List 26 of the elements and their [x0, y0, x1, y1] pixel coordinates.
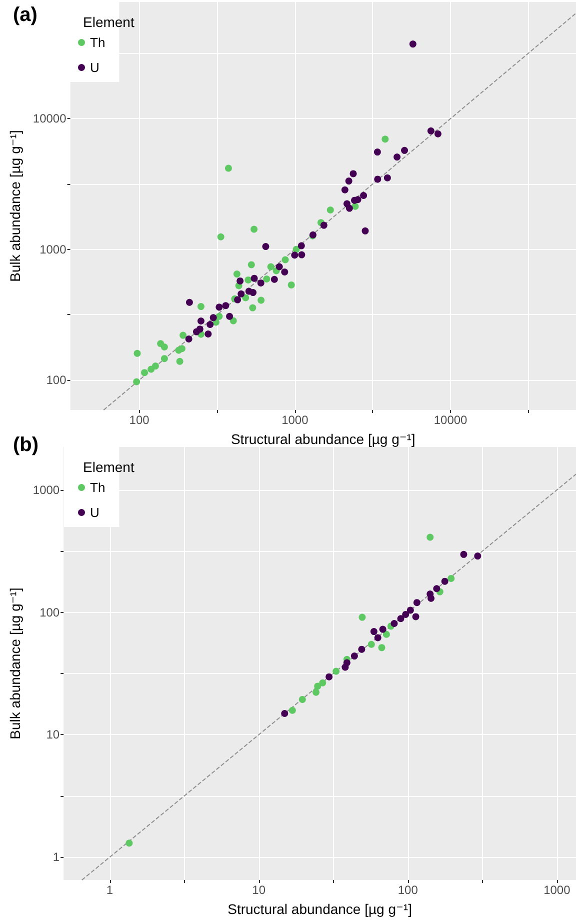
y-axis-title: Bulk abundance [µg g⁻¹]	[7, 130, 23, 282]
y-tick-label: 1000	[32, 482, 60, 497]
x-axis-title: Structural abundance [µg g⁻¹]	[230, 431, 416, 447]
y-tick-label: 1000	[40, 242, 67, 256]
y-tick-label: 100	[46, 373, 67, 388]
legend-label: U	[90, 505, 100, 520]
legend-label: Th	[90, 480, 106, 495]
x-tick-label: 10000	[434, 413, 468, 427]
legend-title: Element	[83, 14, 134, 30]
x-axis-title: Structural abundance [µg g⁻¹]	[228, 901, 412, 917]
x-tick-label: 10	[252, 883, 266, 897]
x-tick-label: 1000	[282, 413, 309, 427]
chart-title: (b)	[13, 434, 39, 456]
x-tick-label: 1	[106, 883, 114, 897]
y-tick-label: 1	[52, 850, 60, 864]
legend-title: Element	[83, 459, 134, 475]
x-tick-label: 1000	[544, 883, 571, 897]
legend-label: U	[90, 60, 100, 75]
x-tick-label: 100	[129, 413, 150, 427]
legend-label: Th	[90, 35, 106, 50]
y-tick-label: 10000	[32, 112, 67, 126]
y-tick-label: 100	[40, 605, 60, 620]
chart-title: (a)	[13, 4, 38, 26]
x-tick-label: 100	[398, 883, 418, 897]
y-tick-label: 10	[46, 728, 60, 742]
y-axis-title: Bulk abundance [µg g⁻¹]	[7, 588, 23, 740]
